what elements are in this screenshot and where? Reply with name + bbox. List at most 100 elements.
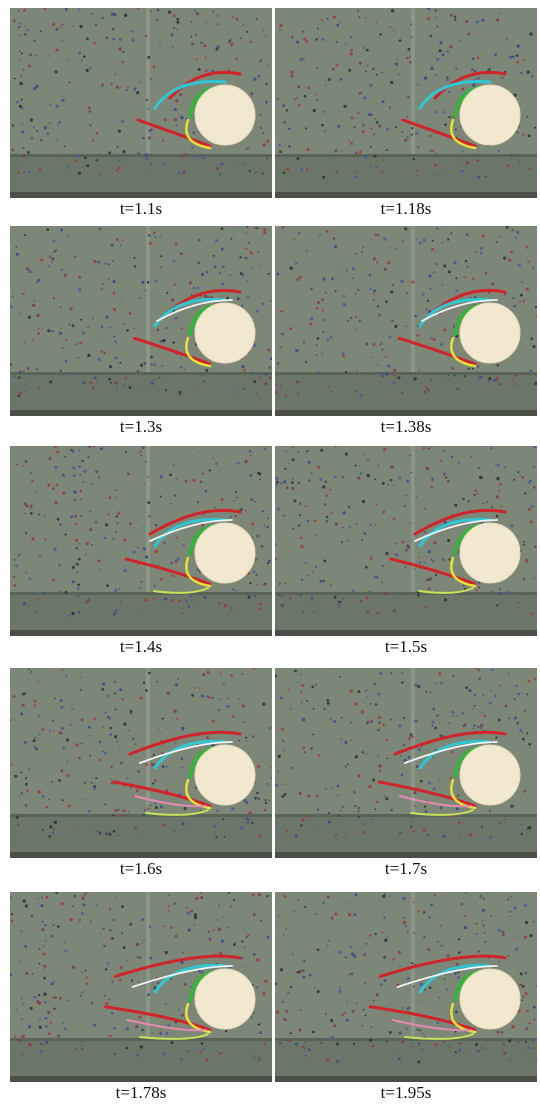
pink-trajectory: [391, 1019, 472, 1032]
red-lower-trajectory: [112, 780, 212, 808]
frame-time-caption: t=1.18s: [380, 199, 432, 218]
cyan-trajectory: [418, 80, 492, 110]
photo-frame: t=1.6s: [10, 668, 272, 880]
yellow-trajectory: [450, 556, 477, 588]
sphere: [194, 744, 256, 806]
photo-frame: t=1.4s: [10, 446, 272, 658]
photo-frame: t=1.18s: [275, 8, 537, 220]
red-trajectory: [148, 508, 242, 536]
tank-base: [10, 630, 272, 636]
frame-time-caption: t=1.95s: [380, 1083, 432, 1102]
cyan-trajectory: [418, 518, 492, 548]
tank-ledge: [10, 1038, 272, 1041]
sphere: [459, 744, 521, 806]
tank-post: [411, 892, 415, 1038]
tank-ledge: [10, 372, 272, 375]
flow-photo: [275, 892, 537, 1082]
red-lower-trajectory: [377, 780, 477, 808]
lime-trajectory: [139, 1033, 209, 1040]
tank-base: [275, 1076, 537, 1082]
frame-time-caption: t=1.4s: [119, 637, 163, 656]
red-lower-trajectory: [401, 118, 477, 148]
seed-particles: [11, 8, 270, 176]
red-lower-trajectory: [397, 336, 477, 366]
flow-photo: [10, 226, 272, 416]
seed-particles: [275, 668, 537, 839]
red-trajectory: [128, 730, 242, 756]
tank-base: [275, 192, 537, 198]
tank-base: [275, 410, 537, 416]
red-trajectory: [413, 508, 507, 536]
tank-floor: [10, 374, 272, 416]
red-trajectory: [113, 954, 242, 978]
cyan-trajectory: [153, 80, 227, 110]
frame-time-caption: t=1.38s: [380, 417, 432, 436]
photo-frame: t=1.95s: [275, 892, 537, 1104]
yellow-trajectory: [450, 336, 477, 368]
tank-post: [146, 8, 150, 154]
flow-photo: [275, 668, 537, 858]
red-lower-trajectory: [136, 118, 212, 148]
frame-time-caption: t=1.5s: [384, 637, 428, 656]
tank-post: [146, 892, 150, 1038]
cyan-trajectory: [153, 964, 227, 994]
tank-post: [411, 8, 415, 154]
red-lower-trajectory: [132, 336, 212, 366]
white-trajectory: [139, 741, 233, 764]
lime-trajectory: [153, 587, 209, 594]
white-trajectory: [414, 519, 498, 542]
frame-time-caption: t=1.3s: [119, 417, 163, 436]
tank-ledge: [275, 372, 537, 375]
photo-frame: t=1.78s: [10, 892, 272, 1104]
yellow-trajectory: [185, 336, 212, 368]
tank-base: [275, 852, 537, 858]
tank-base: [275, 630, 537, 636]
photo-frame: t=1.1s: [10, 8, 272, 220]
tank-ledge: [10, 592, 272, 595]
sphere: [194, 522, 256, 584]
tank-ledge: [275, 814, 537, 817]
sphere: [194, 302, 256, 364]
seed-particles: [275, 226, 537, 397]
lime-trajectory: [410, 809, 474, 816]
seed-particles: [10, 892, 270, 1062]
tank-floor: [275, 156, 537, 198]
tank-floor: [275, 594, 537, 636]
red-trajectory: [378, 954, 507, 978]
white-trajectory: [396, 965, 498, 988]
cyan-trajectory: [153, 740, 227, 770]
photo-frame: t=1.5s: [275, 446, 537, 658]
tank-base: [10, 852, 272, 858]
flow-photo: [10, 668, 272, 858]
tank-post: [146, 446, 150, 592]
sphere: [194, 84, 256, 146]
lime-trajectory: [145, 809, 209, 816]
red-lower-trajectory: [103, 1005, 212, 1032]
sphere: [459, 302, 521, 364]
red-trajectory: [433, 70, 507, 100]
red-trajectory: [168, 70, 242, 100]
red-lower-trajectory: [389, 557, 477, 586]
flow-photo: [275, 446, 537, 636]
photo-frame: t=1.38s: [275, 226, 537, 438]
tank-ledge: [10, 154, 272, 157]
red-lower-trajectory: [124, 557, 212, 586]
cyan-trajectory: [418, 964, 492, 994]
seed-particles: [275, 446, 537, 616]
yellow-trajectory: [450, 118, 477, 150]
tank-ledge: [10, 814, 272, 817]
flow-photo: [275, 8, 537, 198]
frame-time-caption: t=1.1s: [119, 199, 163, 218]
sphere: [459, 84, 521, 146]
tank-floor: [10, 156, 272, 198]
photo-frame: t=1.3s: [10, 226, 272, 438]
tank-post: [146, 668, 150, 814]
white-trajectory: [156, 299, 233, 322]
red-lower-trajectory: [368, 1005, 477, 1032]
tank-ledge: [275, 592, 537, 595]
yellow-trajectory: [185, 556, 212, 588]
cyan-trajectory: [153, 518, 227, 548]
tank-floor: [10, 594, 272, 636]
sphere: [459, 968, 521, 1030]
